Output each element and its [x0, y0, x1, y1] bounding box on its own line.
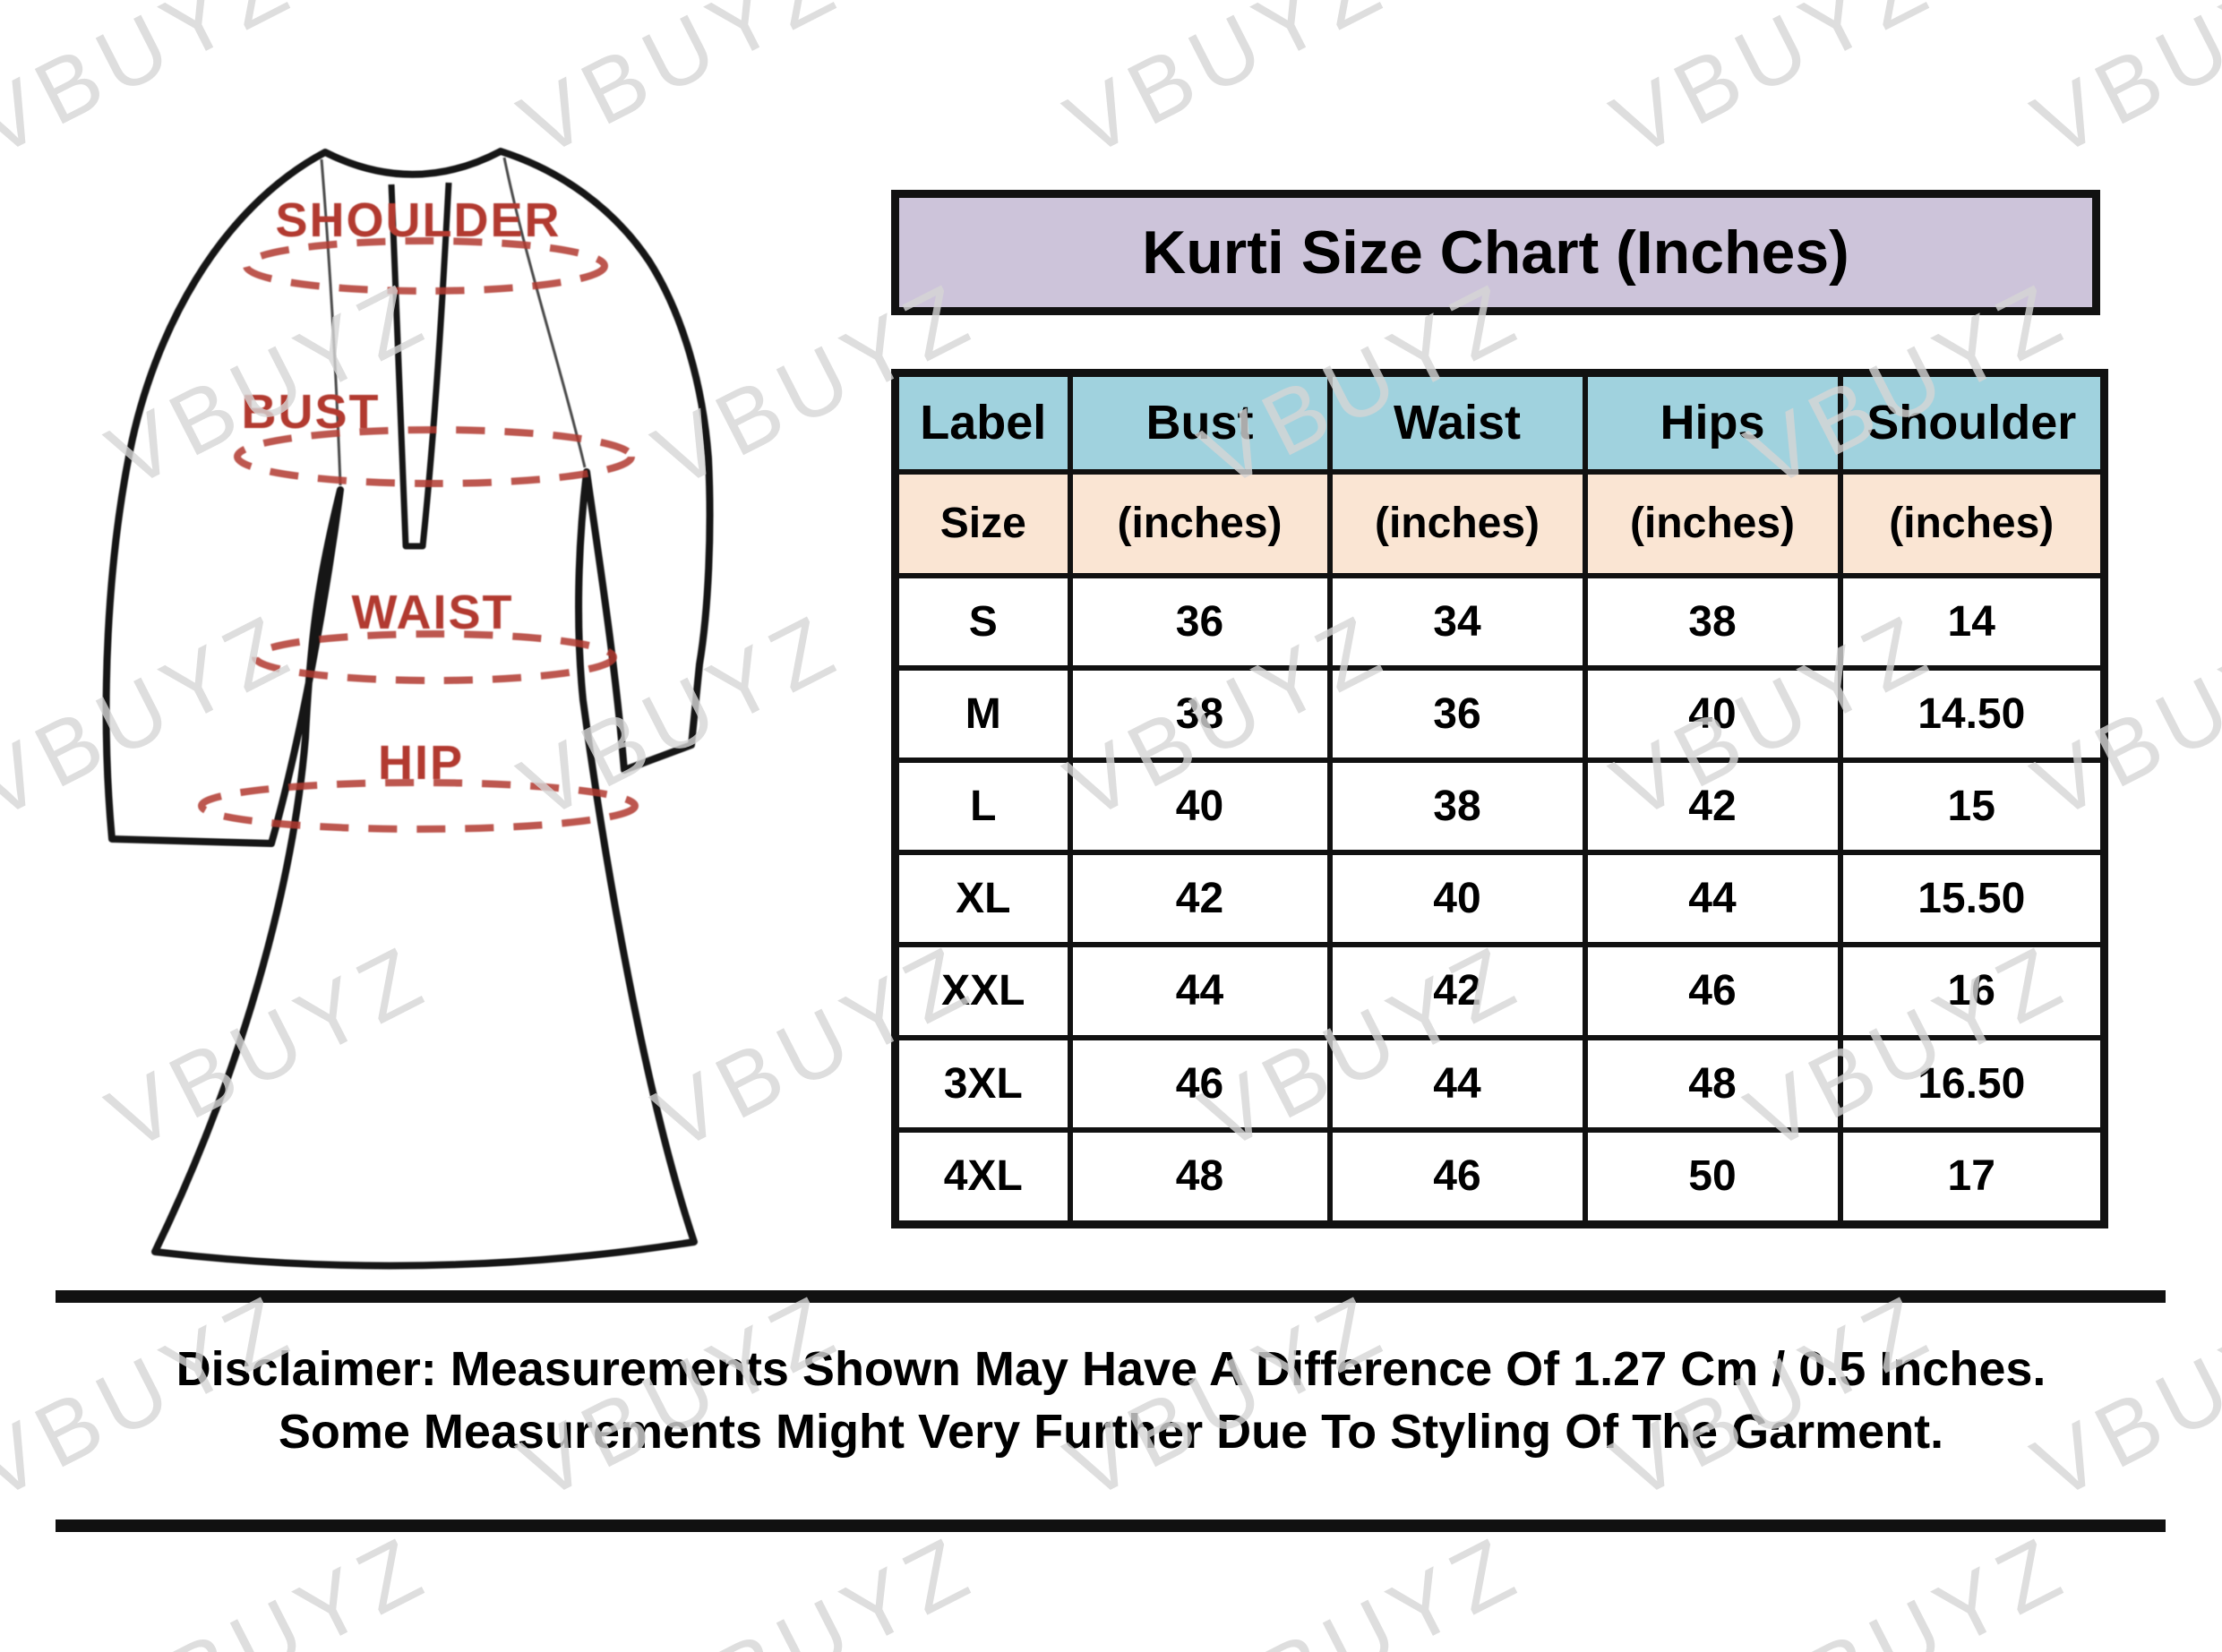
measurement-cell: 50: [1582, 1126, 1843, 1228]
measurement-cell: 15: [1837, 757, 2107, 856]
measurement-cell: 42: [1326, 942, 1588, 1040]
measurement-cell: 40: [1582, 664, 1843, 763]
table-row: L 40 38 42 15: [892, 757, 2107, 856]
size-label-cell: M: [892, 664, 1073, 763]
watermark-text: VBUYZ: [92, 1515, 445, 1652]
measurement-cell: 16: [1837, 942, 2107, 1040]
size-label-cell: L: [892, 757, 1073, 856]
garment-label-waist: WAIST: [352, 586, 514, 639]
measurement-cell: 36: [1326, 664, 1588, 763]
column-header: Label: [892, 370, 1073, 475]
measurement-cell: 46: [1582, 942, 1843, 1040]
armhole-seam-left: [320, 158, 342, 486]
measurement-cell: 40: [1067, 757, 1333, 856]
column-subheader: (inches): [1326, 468, 1588, 578]
measurement-cell: 48: [1067, 1126, 1333, 1228]
kurti-line-drawing: SHOULDER BUST WAIST HIP: [102, 148, 714, 1270]
garment-label-hip: HIP: [378, 736, 464, 790]
size-label-cell: 3XL: [892, 1034, 1073, 1133]
size-label-cell: 4XL: [892, 1126, 1073, 1228]
column-header: Hips: [1582, 370, 1843, 475]
table-row: M 38 36 40 14.50: [892, 664, 2107, 763]
chart-title-box: Kurti Size Chart (Inches): [891, 190, 2100, 315]
column-header: Bust: [1067, 370, 1333, 475]
measurement-cell: 42: [1067, 850, 1333, 948]
measurement-cell: 48: [1582, 1034, 1843, 1133]
divider-line-top: [56, 1290, 2166, 1303]
disclaimer-line2: Some Measurements Might Very Further Due…: [278, 1405, 1944, 1459]
measurement-cell: 46: [1326, 1126, 1588, 1228]
measurement-cell: 36: [1067, 572, 1333, 671]
column-subheader: Size: [892, 468, 1073, 578]
size-table: Label Bust Waist Hips Shoulder Size (inches)(…: [891, 369, 2108, 1228]
measurement-cell: 34: [1326, 572, 1588, 671]
garment-label-shoulder: SHOULDER: [275, 193, 561, 247]
column-subheader: (inches): [1837, 468, 2107, 578]
table-row: S 36 34 38 14: [892, 572, 2107, 671]
chart-title: Kurti Size Chart (Inches): [1142, 218, 1849, 287]
disclaimer: Disclaimer: Measurements Shown May Have …: [0, 1338, 2222, 1463]
column-subheader: (inches): [1582, 468, 1843, 578]
table-header-row: Label Bust Waist Hips Shoulder: [892, 370, 2107, 475]
kurti-outline: [102, 148, 714, 1270]
measurement-cell: 40: [1326, 850, 1588, 948]
garment-label-bust: BUST: [242, 385, 381, 439]
watermark-text: VBUYZ: [1597, 0, 1950, 176]
measurement-cell: 17: [1837, 1126, 2107, 1228]
size-label-cell: XXL: [892, 942, 1073, 1040]
measurement-cell: 16.50: [1837, 1034, 2107, 1133]
column-subheader: (inches): [1067, 468, 1333, 578]
table-row: 4XL 48 46 50 17: [892, 1126, 2107, 1228]
table-row: XXL 44 42 46 16: [892, 942, 2107, 1040]
waist-measure-line: [252, 630, 617, 684]
measurement-cell: 38: [1326, 757, 1588, 856]
measurement-cell: 14.50: [1837, 664, 2107, 763]
measurement-cell: 42: [1582, 757, 1843, 856]
shoulder-measure-line: [243, 237, 608, 295]
neck-placket: [388, 182, 452, 550]
measurement-cell: 38: [1067, 664, 1333, 763]
bust-measure-line: [234, 426, 635, 487]
measurement-cell: 14: [1837, 572, 2107, 671]
disclaimer-line1: Disclaimer: Measurements Shown May Have …: [176, 1342, 2046, 1396]
measurement-cell: 15.50: [1837, 850, 2107, 948]
hip-measure-line: [198, 779, 639, 833]
watermark-text: VBUYZ: [1731, 1515, 2084, 1652]
size-label-cell: XL: [892, 850, 1073, 948]
watermark-text: VBUYZ: [1051, 0, 1403, 176]
measurement-cell: 38: [1582, 572, 1843, 671]
measurement-cell: 44: [1326, 1034, 1588, 1133]
watermark-text: VBUYZ: [639, 1515, 991, 1652]
table-row: XL 42 40 44 15.50: [892, 850, 2107, 948]
measurement-cell: 44: [1067, 942, 1333, 1040]
watermark-text: VBUYZ: [1185, 1515, 1538, 1652]
table-row: 3XL 46 44 48 16.50: [892, 1034, 2107, 1133]
measurement-cell: 44: [1582, 850, 1843, 948]
table-subheader-row: Size (inches) (inches) (inches) (inches): [892, 468, 2107, 578]
watermark-text: VBUYZ: [2018, 0, 2222, 176]
measurement-cell: 46: [1067, 1034, 1333, 1133]
column-header: Shoulder: [1837, 370, 2107, 475]
divider-line-bottom: [56, 1519, 2166, 1532]
armhole-seam-right: [502, 157, 587, 468]
column-header: Waist: [1326, 370, 1588, 475]
size-label-cell: S: [892, 572, 1073, 671]
